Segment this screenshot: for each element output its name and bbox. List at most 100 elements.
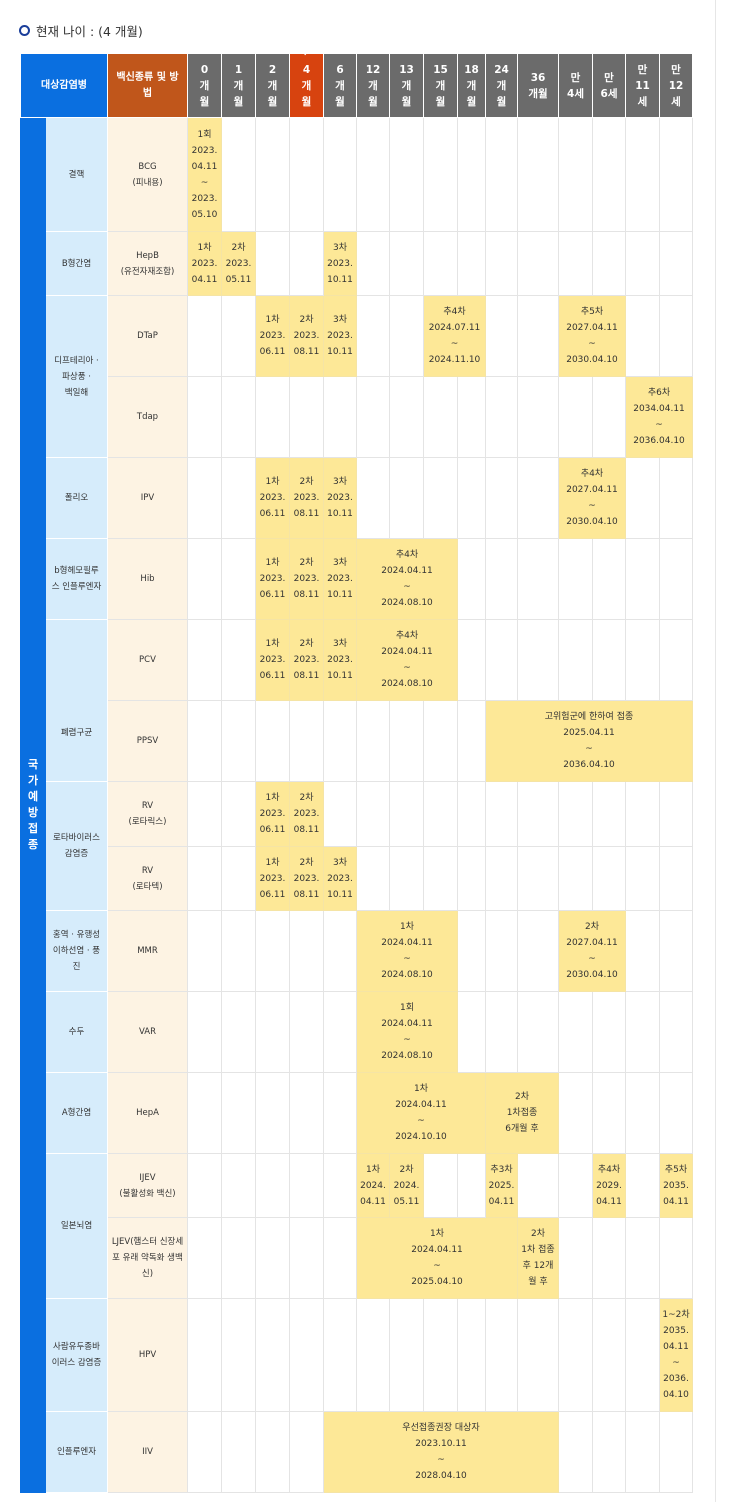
table-row: B형간염 HepB (유전자재조합) 1차 2023. 04.11 2차 2023. …: [21, 231, 693, 296]
empty-cell: [323, 991, 357, 1073]
empty-cell: [457, 781, 486, 847]
empty-cell: [592, 846, 626, 911]
dose-cell: 1~2차 2035. 04.11 ~ 2036. 04.10: [659, 1298, 693, 1412]
empty-cell: [289, 1072, 324, 1154]
dose-cell: 2차 2027.04.11 ~ 2030.04.10: [558, 910, 626, 992]
empty-cell: [389, 117, 424, 232]
dose-cell: 고위험군에 한하여 접종 2025.04.11 ~ 2036.04.10: [485, 700, 693, 782]
dose-cell: 추5차 2027.04.11 ~ 2030.04.10: [558, 295, 626, 377]
empty-cell: [255, 910, 290, 992]
empty-cell: [485, 117, 518, 232]
empty-cell: [255, 700, 290, 782]
empty-cell: [625, 538, 660, 620]
empty-cell: [289, 117, 324, 232]
empty-cell: [423, 700, 458, 782]
vaccine-cell: RV (로타텍): [107, 846, 188, 911]
empty-cell: [592, 1072, 626, 1154]
empty-cell: [659, 1411, 693, 1493]
table-row: 로타바이러스 감염증 RV (로타릭스) 1차 2023. 06.11 2차 2023…: [21, 781, 693, 911]
dose-cell: 추3차 2025. 04.11: [485, 1153, 518, 1218]
empty-cell: [356, 376, 390, 458]
empty-cell: [457, 1298, 486, 1412]
empty-cell: [457, 1153, 486, 1218]
empty-cell: [517, 991, 559, 1073]
empty-cell: [187, 781, 222, 847]
header-age: 12 개 월: [356, 53, 390, 118]
disease-cell: 폴리오: [45, 457, 108, 539]
empty-cell: [558, 1072, 593, 1154]
table-row: b형헤모필루 스 인플루엔자 Hib 1차 2023. 06.11 2차 2023. …: [21, 538, 693, 620]
empty-cell: [485, 781, 518, 847]
empty-cell: [625, 1298, 660, 1412]
empty-cell: [356, 295, 390, 377]
empty-cell: [625, 619, 660, 701]
header-vaccine: 백신종류 및 방 법: [107, 53, 188, 118]
empty-cell: [221, 1153, 256, 1218]
empty-cell: [659, 991, 693, 1073]
dose-cell: 1차 2024.04.11 ~ 2024.08.10: [356, 910, 458, 992]
header-age-label: 만 12 세: [668, 63, 684, 108]
empty-cell: [457, 376, 486, 458]
empty-cell: [558, 781, 593, 847]
dose-cell: 1차 2023. 06.11: [255, 538, 290, 620]
vaccination-schedule-table: 대상감염병 백신종류 및 방 법 0 개 월 1 개 월 2 개 월 ✓ 4 개 월 6 개 …: [20, 50, 693, 1493]
empty-cell: [389, 700, 424, 782]
table-row: 국 가 예 방 접 종 결핵 BCG (피내용) 1회 2023. 04.11 ~ 2…: [20, 117, 693, 1493]
disease-cell: 결핵: [45, 117, 108, 232]
empty-cell: [255, 1411, 290, 1493]
empty-cell: [517, 1298, 559, 1412]
empty-cell: [423, 376, 458, 458]
dose-cell: 2차 2023. 08.11: [289, 457, 324, 539]
vaccine-cell: BCG (피내용): [107, 117, 188, 232]
empty-cell: [659, 619, 693, 701]
empty-cell: [389, 231, 424, 296]
empty-cell: [659, 295, 693, 377]
empty-cell: [255, 231, 290, 296]
empty-cell: [187, 376, 222, 458]
dose-cell: 1차 2024.04.11 ~ 2025.04.10: [356, 1217, 518, 1299]
empty-cell: [517, 117, 559, 232]
empty-cell: [289, 910, 324, 992]
empty-cell: [558, 1153, 593, 1218]
empty-cell: [659, 781, 693, 847]
empty-cell: [323, 1072, 357, 1154]
disease-cell: 디프테리아 · 파상풍 · 백일해: [45, 295, 108, 458]
empty-cell: [187, 910, 222, 992]
dose-cell: 3차 2023. 10.11: [323, 457, 357, 539]
empty-cell: [592, 781, 626, 847]
category-national-vaccination: 국 가 예 방 접 종: [20, 117, 46, 1493]
empty-cell: [592, 231, 626, 296]
header-age: 만 4세: [558, 53, 593, 118]
vaccine-cell: PPSV: [107, 700, 188, 782]
empty-cell: [659, 1217, 693, 1299]
empty-cell: [221, 781, 256, 847]
header-age-label: 4 개 월: [301, 63, 312, 108]
disease-cell: 인플루엔자: [45, 1411, 108, 1493]
vaccine-cell: Hib: [107, 538, 188, 620]
vaccine-cell: Tdap: [107, 376, 188, 458]
empty-cell: [592, 1298, 626, 1412]
empty-cell: [187, 457, 222, 539]
header-age: 만 6세: [592, 53, 626, 118]
empty-cell: [558, 846, 593, 911]
table-row: 수두 VAR 1회 2024.04.11 ~ 2024.08.10: [21, 991, 693, 1073]
empty-cell: [221, 910, 256, 992]
empty-cell: [625, 781, 660, 847]
dose-cell: 3차 2023. 10.11: [323, 846, 357, 911]
empty-cell: [592, 1411, 626, 1493]
empty-cell: [255, 1072, 290, 1154]
empty-cell: [457, 538, 486, 620]
empty-cell: [517, 910, 559, 992]
page-divider: [715, 0, 716, 1502]
dose-cell: 2차 2023. 08.11: [289, 295, 324, 377]
empty-cell: [289, 1153, 324, 1218]
empty-cell: [187, 991, 222, 1073]
empty-cell: [485, 538, 518, 620]
empty-cell: [187, 1217, 222, 1299]
disease-cell: 사람유두종바 이러스 감염증: [45, 1298, 108, 1412]
empty-cell: [423, 457, 458, 539]
empty-cell: [221, 991, 256, 1073]
empty-cell: [389, 846, 424, 911]
empty-cell: [485, 910, 518, 992]
dose-cell: 1회 2024.04.11 ~ 2024.08.10: [356, 991, 458, 1073]
